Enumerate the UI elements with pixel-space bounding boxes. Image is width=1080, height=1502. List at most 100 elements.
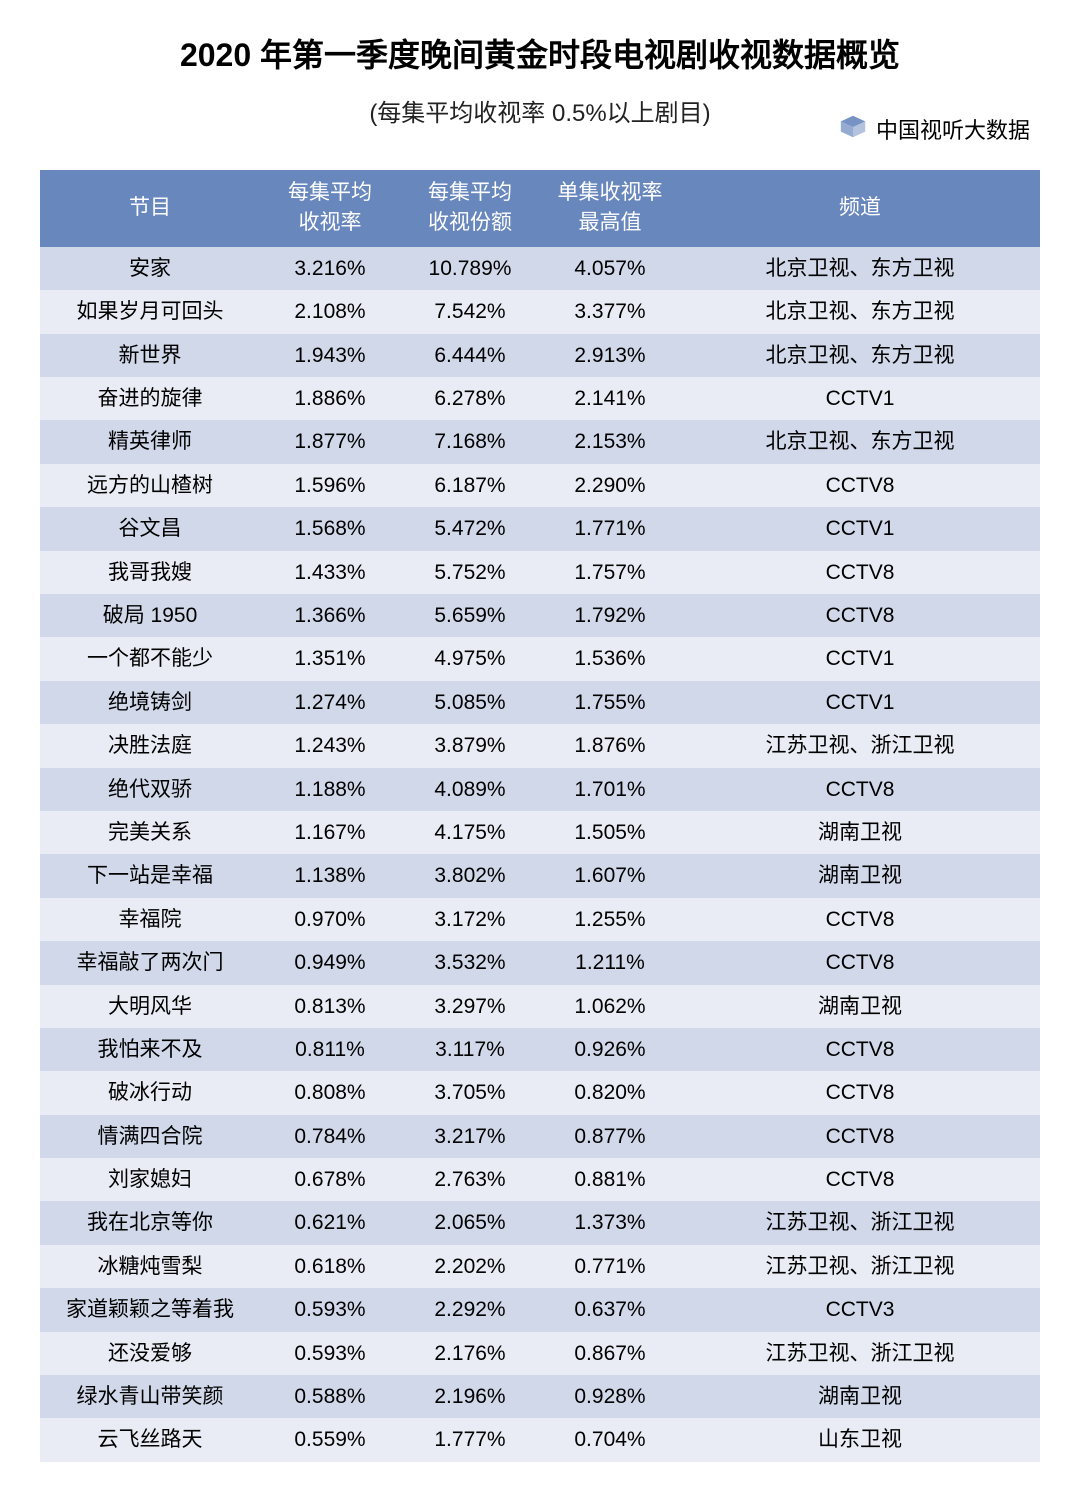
cell-avg_share: 3.117% — [400, 1028, 540, 1071]
cell-program: 还没爱够 — [40, 1332, 260, 1375]
cell-peak: 0.704% — [540, 1418, 680, 1461]
cell-program: 安家 — [40, 247, 260, 290]
cell-avg_share: 6.187% — [400, 464, 540, 507]
col-avg_rating: 每集平均收视率 — [260, 170, 400, 247]
cell-peak: 3.377% — [540, 290, 680, 333]
table-row: 完美关系1.167%4.175%1.505%湖南卫视 — [40, 811, 1040, 854]
cell-avg_share: 3.217% — [400, 1115, 540, 1158]
cell-program: 冰糖炖雪梨 — [40, 1245, 260, 1288]
cell-channel: 江苏卫视、浙江卫视 — [680, 1332, 1040, 1375]
cell-avg_rating: 0.588% — [260, 1375, 400, 1418]
table-row: 情满四合院0.784%3.217%0.877%CCTV8 — [40, 1115, 1040, 1158]
col-avg_share: 每集平均收视份额 — [400, 170, 540, 247]
cell-avg_rating: 0.593% — [260, 1288, 400, 1331]
cell-avg_rating: 0.618% — [260, 1245, 400, 1288]
cube-icon — [838, 112, 868, 146]
cell-channel: CCTV3 — [680, 1288, 1040, 1331]
cell-avg_rating: 0.813% — [260, 985, 400, 1028]
cell-avg_share: 5.659% — [400, 594, 540, 637]
cell-channel: 湖南卫视 — [680, 1375, 1040, 1418]
cell-avg_rating: 1.433% — [260, 551, 400, 594]
table-row: 破局 19501.366%5.659%1.792%CCTV8 — [40, 594, 1040, 637]
cell-avg_rating: 1.243% — [260, 724, 400, 767]
cell-peak: 1.255% — [540, 898, 680, 941]
cell-avg_share: 3.802% — [400, 854, 540, 897]
cell-program: 绿水青山带笑颜 — [40, 1375, 260, 1418]
cell-avg_rating: 1.943% — [260, 334, 400, 377]
cell-channel: CCTV8 — [680, 941, 1040, 984]
cell-peak: 1.211% — [540, 941, 680, 984]
cell-channel: CCTV8 — [680, 1028, 1040, 1071]
cell-avg_rating: 0.949% — [260, 941, 400, 984]
cell-avg_share: 10.789% — [400, 247, 540, 290]
table-row: 精英律师1.877%7.168%2.153%北京卫视、东方卫视 — [40, 420, 1040, 463]
cell-avg_share: 5.752% — [400, 551, 540, 594]
cell-program: 精英律师 — [40, 420, 260, 463]
cell-avg_share: 2.176% — [400, 1332, 540, 1375]
cell-channel: 江苏卫视、浙江卫视 — [680, 724, 1040, 767]
cell-peak: 1.062% — [540, 985, 680, 1028]
cell-channel: CCTV8 — [680, 1071, 1040, 1114]
table-body: 安家3.216%10.789%4.057%北京卫视、东方卫视如果岁月可回头2.1… — [40, 247, 1040, 1462]
cell-avg_rating: 1.877% — [260, 420, 400, 463]
cell-channel: CCTV8 — [680, 898, 1040, 941]
table-row: 幸福敲了两次门0.949%3.532%1.211%CCTV8 — [40, 941, 1040, 984]
cell-program: 决胜法庭 — [40, 724, 260, 767]
cell-peak: 0.926% — [540, 1028, 680, 1071]
cell-peak: 1.792% — [540, 594, 680, 637]
cell-avg_rating: 1.366% — [260, 594, 400, 637]
table-row: 我哥我嫂1.433%5.752%1.757%CCTV8 — [40, 551, 1040, 594]
cell-avg_rating: 1.351% — [260, 637, 400, 680]
cell-avg_rating: 1.568% — [260, 507, 400, 550]
cell-peak: 1.373% — [540, 1201, 680, 1244]
cell-channel: CCTV1 — [680, 637, 1040, 680]
cell-program: 奋进的旋律 — [40, 377, 260, 420]
brand-text: 中国视听大数据 — [876, 113, 1030, 145]
table-row: 破冰行动0.808%3.705%0.820%CCTV8 — [40, 1071, 1040, 1114]
cell-program: 谷文昌 — [40, 507, 260, 550]
table-row: 家道颖颖之等着我0.593%2.292%0.637%CCTV3 — [40, 1288, 1040, 1331]
cell-program: 新世界 — [40, 334, 260, 377]
cell-channel: CCTV1 — [680, 377, 1040, 420]
cell-peak: 1.876% — [540, 724, 680, 767]
table-row: 安家3.216%10.789%4.057%北京卫视、东方卫视 — [40, 247, 1040, 290]
subtitle-row: (每集平均收视率 0.5%以上剧目) 中国视听大数据 — [40, 94, 1040, 142]
cell-peak: 1.755% — [540, 681, 680, 724]
cell-channel: 北京卫视、东方卫视 — [680, 247, 1040, 290]
cell-program: 绝境铸剑 — [40, 681, 260, 724]
cell-avg_rating: 0.970% — [260, 898, 400, 941]
cell-program: 刘家媳妇 — [40, 1158, 260, 1201]
cell-channel: CCTV8 — [680, 594, 1040, 637]
cell-peak: 0.928% — [540, 1375, 680, 1418]
cell-avg_share: 2.196% — [400, 1375, 540, 1418]
cell-avg_share: 4.975% — [400, 637, 540, 680]
cell-channel: CCTV1 — [680, 507, 1040, 550]
cell-avg_share: 3.297% — [400, 985, 540, 1028]
cell-avg_share: 6.278% — [400, 377, 540, 420]
cell-program: 破冰行动 — [40, 1071, 260, 1114]
table-row: 我怕来不及0.811%3.117%0.926%CCTV8 — [40, 1028, 1040, 1071]
page-title: 2020 年第一季度晚间黄金时段电视剧收视数据概览 — [40, 30, 1040, 76]
cell-peak: 0.881% — [540, 1158, 680, 1201]
cell-channel: 江苏卫视、浙江卫视 — [680, 1201, 1040, 1244]
cell-program: 下一站是幸福 — [40, 854, 260, 897]
cell-peak: 1.757% — [540, 551, 680, 594]
table-row: 奋进的旋律1.886%6.278%2.141%CCTV1 — [40, 377, 1040, 420]
table-row: 绿水青山带笑颜0.588%2.196%0.928%湖南卫视 — [40, 1375, 1040, 1418]
table-row: 还没爱够0.593%2.176%0.867%江苏卫视、浙江卫视 — [40, 1332, 1040, 1375]
cell-channel: CCTV8 — [680, 768, 1040, 811]
cell-avg_share: 4.175% — [400, 811, 540, 854]
table-row: 云飞丝路天0.559%1.777%0.704%山东卫视 — [40, 1418, 1040, 1461]
cell-channel: 山东卫视 — [680, 1418, 1040, 1461]
cell-avg_rating: 1.138% — [260, 854, 400, 897]
table-row: 决胜法庭1.243%3.879%1.876%江苏卫视、浙江卫视 — [40, 724, 1040, 767]
cell-channel: 湖南卫视 — [680, 811, 1040, 854]
cell-avg_share: 3.705% — [400, 1071, 540, 1114]
cell-peak: 0.867% — [540, 1332, 680, 1375]
table-row: 远方的山楂树1.596%6.187%2.290%CCTV8 — [40, 464, 1040, 507]
cell-avg_share: 4.089% — [400, 768, 540, 811]
table-row: 绝代双骄1.188%4.089%1.701%CCTV8 — [40, 768, 1040, 811]
table-row: 绝境铸剑1.274%5.085%1.755%CCTV1 — [40, 681, 1040, 724]
cell-peak: 2.141% — [540, 377, 680, 420]
cell-avg_rating: 0.784% — [260, 1115, 400, 1158]
